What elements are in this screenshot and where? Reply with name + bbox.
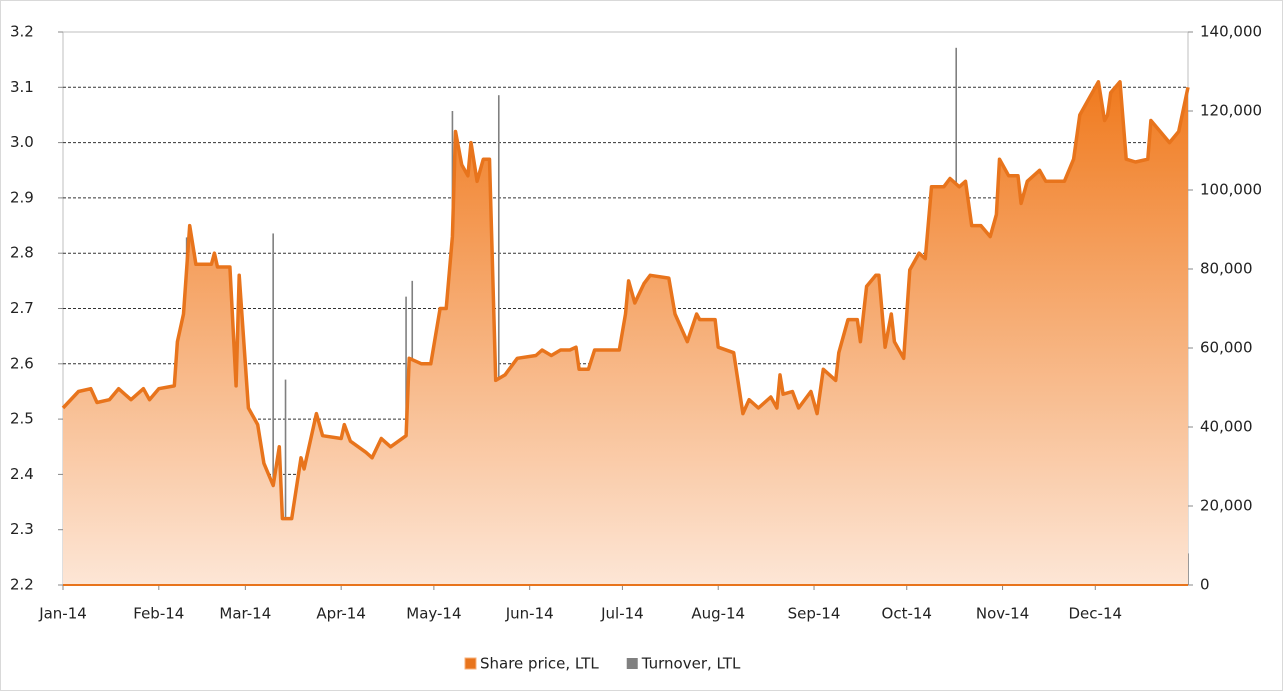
legend-swatch (464, 657, 477, 670)
turnover-bar (497, 95, 500, 585)
y2-tick-label: 140,000 (1200, 23, 1262, 41)
y-tick-label: 2.6 (10, 354, 34, 372)
price-area (63, 81, 1188, 586)
y2-tick-label: 80,000 (1200, 260, 1253, 278)
x-tick-label: May-14 (406, 605, 461, 623)
x-tick-label: Dec-14 (1069, 605, 1123, 623)
y2-tick-label: 120,000 (1200, 102, 1262, 120)
x-tick-label: Apr-14 (316, 605, 366, 623)
y-tick-label: 2.8 (10, 244, 34, 262)
y-tick-label: 2.2 (10, 576, 34, 594)
y-tick-label: 2.5 (10, 410, 34, 428)
y-tick-label: 2.4 (10, 465, 34, 483)
x-tick-label: Jan-14 (38, 605, 87, 623)
x-tick-label: Mar-14 (219, 605, 271, 623)
x-tick-label: Oct-14 (882, 605, 932, 623)
y-tick-label: 3.2 (10, 23, 34, 41)
y2-tick-label: 20,000 (1200, 497, 1253, 515)
x-tick-label: Feb-14 (133, 605, 184, 623)
y-tick-label: 2.3 (10, 520, 34, 538)
y-tick-label: 2.7 (10, 299, 34, 317)
y-tick-label: 3.1 (10, 78, 34, 96)
x-tick-label: Sep-14 (788, 605, 841, 623)
legend-swatch (626, 658, 638, 669)
x-tick-label: Nov-14 (976, 605, 1029, 623)
turnover-bar (284, 379, 287, 585)
y-tick-label: 2.9 (10, 188, 34, 206)
y-tick-label: 3.0 (10, 133, 34, 151)
x-tick-label: Jun-14 (505, 605, 554, 623)
y2-tick-label: 40,000 (1200, 418, 1253, 436)
x-tick-label: Aug-14 (691, 605, 745, 623)
y2-tick-label: 60,000 (1200, 339, 1253, 357)
legend-label: Turnover, LTL (641, 655, 741, 673)
y2-tick-label: 100,000 (1200, 181, 1262, 199)
y2-tick-label: 0 (1200, 576, 1210, 594)
turnover-bar (272, 233, 274, 585)
x-tick-label: Jul-14 (600, 605, 644, 623)
legend-label: Share price, LTL (480, 655, 599, 673)
price-line (61, 80, 1190, 521)
